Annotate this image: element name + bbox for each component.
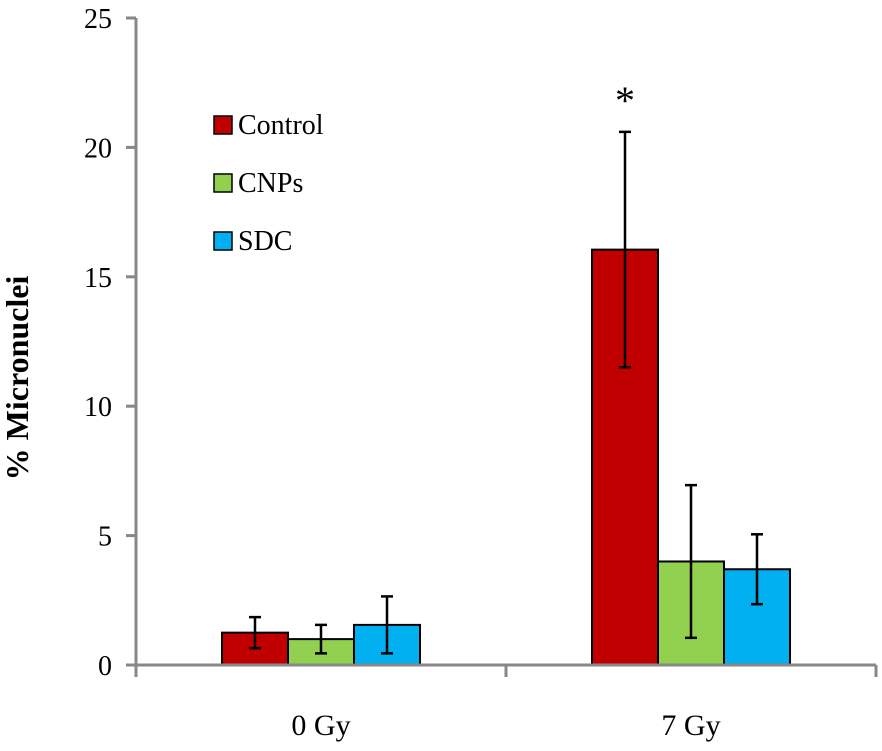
legend-entry: SDC — [238, 226, 292, 257]
legend-entry: CNPs — [238, 168, 303, 199]
x-category-label: 0 Gy — [291, 709, 350, 742]
y-tick-label: 20 — [84, 133, 112, 164]
significance-marker: * — [615, 78, 635, 123]
legend-swatch — [213, 231, 233, 251]
y-tick-label: 15 — [84, 263, 112, 294]
legend-swatch — [213, 173, 233, 193]
y-tick-label: 25 — [84, 4, 112, 35]
y-axis-label: % Micronuclei — [0, 276, 35, 481]
y-tick-label: 10 — [84, 392, 112, 423]
y-tick-label: 0 — [98, 651, 112, 682]
y-tick-label: 5 — [98, 522, 112, 553]
legend-entry: Control — [238, 110, 324, 141]
legend-swatch — [213, 115, 233, 135]
x-category-label: 7 Gy — [661, 709, 720, 742]
